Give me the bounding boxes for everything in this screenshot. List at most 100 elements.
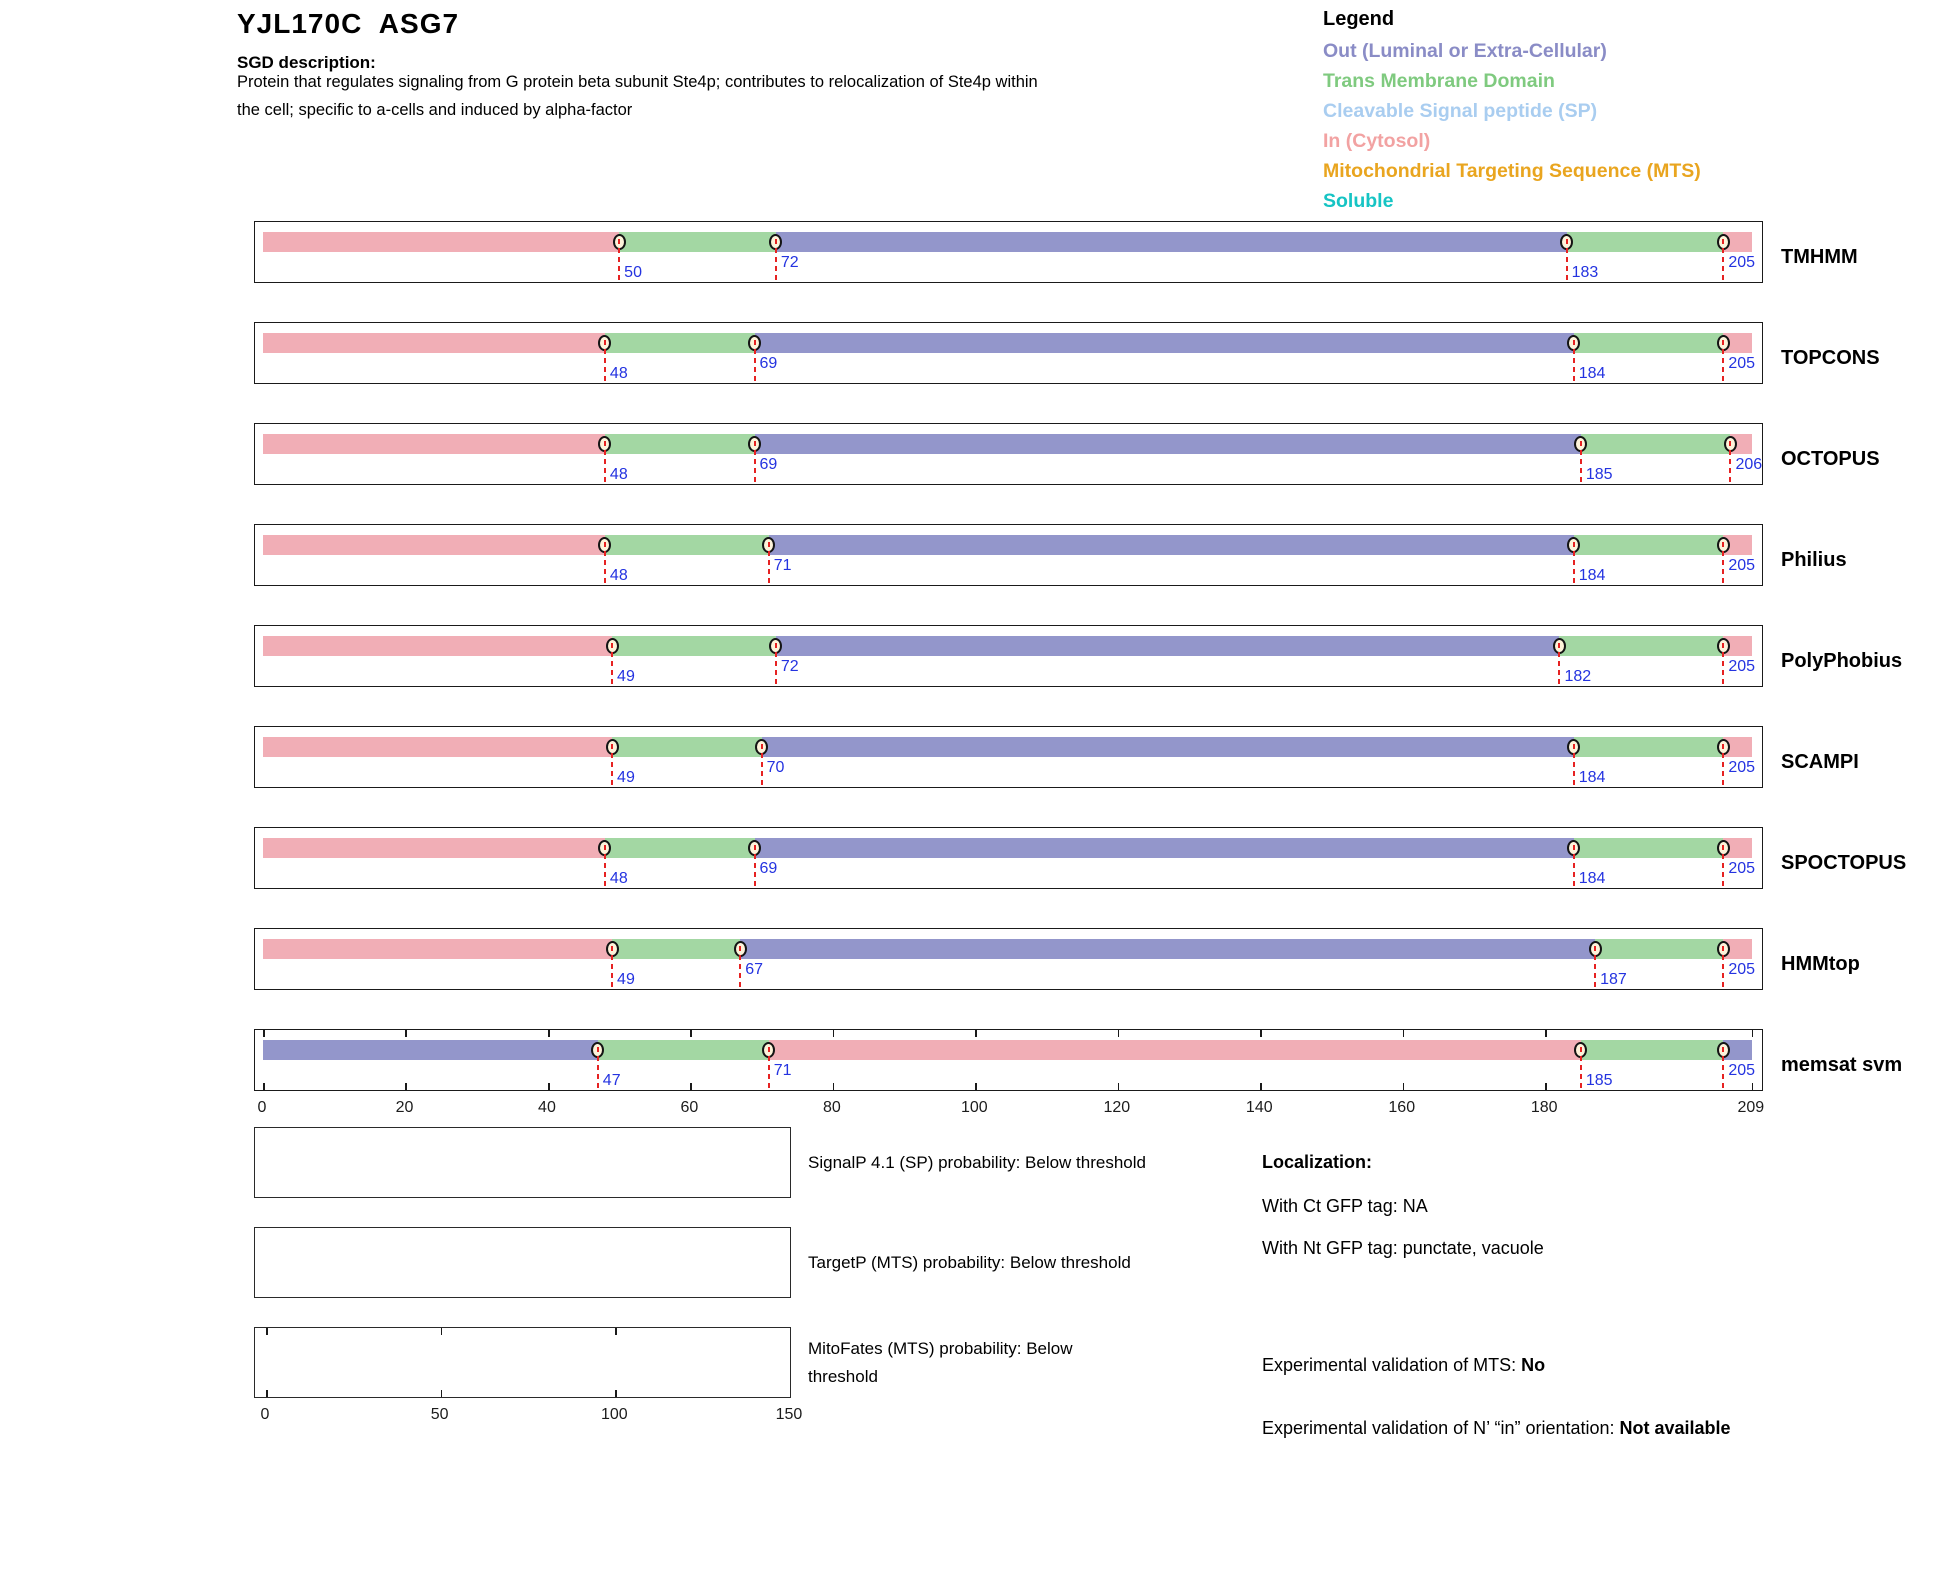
boundary-number: 205 [1728,254,1756,271]
axis-tick [1545,1030,1547,1037]
segment-out [754,333,1574,353]
probability-plot-box [254,1227,791,1298]
boundary-number: 205 [1728,658,1756,675]
boundary-number: 71 [773,1062,792,1079]
boundary-number: 48 [609,567,628,584]
boundary-dashed-line [1722,946,1725,989]
boundary-dashed-line [774,239,777,282]
segment-out [775,232,1567,252]
axis-tick [1117,1030,1120,1037]
segment-tm [1595,939,1724,959]
boundary-number: 70 [766,759,785,776]
legend-item: Cleavable Signal peptide (SP) [1323,100,1598,122]
boundary-dashed-line [1558,643,1561,686]
boundary-dashed-line [1565,239,1568,282]
segment-in [263,939,613,959]
localization-nt-gfp: With Nt GFP tag: punctate, vacuole [1262,1238,1544,1258]
segment-tm [1580,1040,1724,1060]
boundary-number: 184 [1578,870,1606,887]
segment-out [754,838,1574,858]
residue-axis-label: 20 [395,1099,414,1116]
axis-tick [1402,1030,1405,1037]
residue-axis-label: 209 [1737,1099,1765,1116]
boundary-number: 184 [1578,365,1606,382]
boundary-dashed-line [767,1047,770,1090]
boundary-dashed-line [611,643,614,686]
boundary-dashed-line [603,340,606,383]
segment-in [1723,232,1752,252]
segment-in [263,838,605,858]
boundary-number: 206 [1735,456,1763,473]
boundary-dashed-line [1572,340,1575,383]
axis-tick [266,1328,268,1335]
orientation-validation-label: Experimental validation of N’ “in” orien… [1262,1418,1620,1438]
segment-out [1723,1040,1752,1060]
boundary-dashed-line [611,744,614,787]
segment-out [761,737,1574,757]
probability-plot-label: TargetP (MTS) probability: Below thresho… [808,1253,1131,1272]
legend-item: In (Cytosol) [1323,130,1431,152]
boundary-dashed-line [611,946,614,989]
boundary-number: 48 [609,466,628,483]
boundary-dashed-line [1572,845,1575,888]
boundary-number: 49 [617,769,635,786]
localization-heading: Localization: [1262,1152,1373,1172]
probability-plot-label: SignalP 4.1 (SP) probability: Below thre… [808,1153,1146,1172]
boundary-number: 72 [780,254,799,271]
boundary-dashed-line [753,340,756,383]
boundary-dashed-line [774,643,777,686]
mts-validation-value: No [1521,1355,1546,1375]
axis-tick [832,1083,835,1090]
boundary-number: 205 [1728,860,1756,877]
boundary-number: 182 [1564,668,1592,685]
probability-plot-label: MitoFates (MTS) probability: Below thres… [808,1339,1073,1386]
boundary-dashed-line [767,542,770,585]
track-box-hmmtop: 49 67 187 205 [254,928,1763,990]
segment-in [1723,333,1752,353]
axis-tick [266,1390,268,1397]
axis-tick [440,1328,443,1335]
segment-in [768,1040,1581,1060]
boundary-number: 69 [759,860,778,877]
track-label: HMMtop [1781,953,1860,975]
probability-axis-label: 150 [775,1406,803,1423]
axis-tick [690,1030,692,1037]
track-box-philius: 48 71 184 205 [254,524,1763,586]
residue-axis-label: 120 [1103,1099,1131,1116]
segment-in [263,636,613,656]
boundary-number: 67 [745,961,764,978]
boundary-number: 187 [1600,971,1627,988]
mts-validation-line: Experimental validation of MTS: No [1262,1355,1545,1376]
boundary-dashed-line [1722,643,1725,686]
track-box-octopus: 48 69 185 206 [254,423,1763,485]
segment-tm [1580,434,1731,454]
sgd-description-line2: the cell; specific to a-cells and induce… [237,101,633,119]
segment-tm [1573,333,1724,353]
boundary-number: 48 [609,870,628,887]
boundary-number: 49 [617,668,635,685]
boundary-number: 49 [617,971,635,988]
boundary-number: 71 [773,557,792,574]
track-label: SPOCTOPUS [1781,852,1907,874]
boundary-number: 205 [1728,1062,1756,1079]
segment-in [1723,737,1752,757]
boundary-dashed-line [603,542,606,585]
localization-ct-gfp: With Ct GFP tag: NA [1262,1196,1428,1216]
axis-tick [405,1083,408,1090]
segment-tm [604,838,755,858]
track-label: OCTOPUS [1781,448,1880,470]
segment-tm [612,737,762,757]
boundary-number: 205 [1728,961,1756,978]
boundary-dashed-line [603,441,606,484]
segment-out [768,535,1574,555]
boundary-number: 185 [1585,466,1613,483]
axis-tick [832,1030,835,1037]
residue-axis-label: 160 [1388,1099,1416,1116]
boundary-dashed-line [1579,1047,1582,1090]
boundary-dashed-line [760,744,763,787]
segment-in [263,737,613,757]
axis-tick [1117,1083,1120,1090]
axis-tick [263,1030,265,1037]
segment-out [754,434,1581,454]
track-label: SCAMPI [1781,751,1859,773]
